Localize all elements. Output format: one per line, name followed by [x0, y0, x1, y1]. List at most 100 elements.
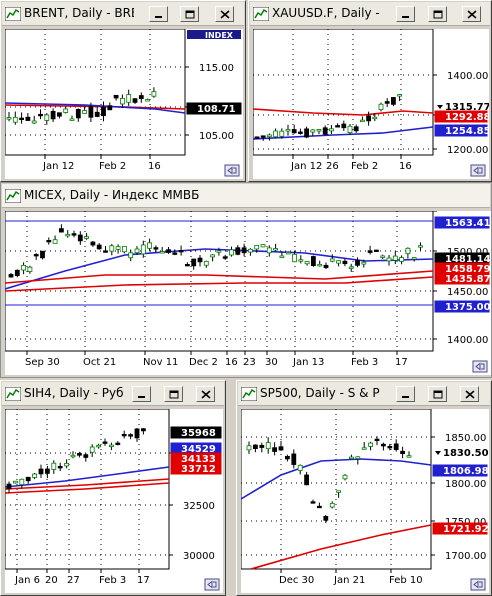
price-label: 33712 — [181, 464, 216, 475]
price-label: 108.71 — [197, 104, 236, 115]
candle-body — [329, 502, 335, 508]
candle-body — [25, 116, 31, 121]
candle-body — [254, 244, 260, 250]
title-bar[interactable]: MICEX, Daily - Индекс ММВБ — [2, 184, 490, 208]
candle-body — [291, 129, 297, 134]
minimize-button[interactable] — [396, 6, 415, 22]
candle-body — [52, 239, 58, 244]
minimize-button[interactable] — [132, 386, 151, 402]
moving-average-line — [5, 276, 434, 292]
candle-body — [317, 505, 322, 509]
title-bar[interactable]: XAUUSD.F, Daily - … — [250, 2, 490, 26]
candle-body — [355, 260, 360, 266]
moving-average-line — [5, 248, 434, 290]
candle-body — [132, 98, 138, 103]
close-button[interactable] — [196, 386, 215, 402]
chart-window-xauusd[interactable]: XAUUSD.F, Daily - … 1400.001300.001200.0… — [248, 0, 492, 182]
maximize-icon — [169, 390, 178, 398]
candle-body — [278, 446, 284, 451]
x-tick-label: Dec 30 — [279, 575, 314, 586]
candle-body — [46, 240, 52, 243]
x-tick-label: 16 — [399, 161, 412, 172]
maximize-button[interactable] — [180, 6, 199, 22]
chart-window-icon — [241, 387, 257, 401]
candle-body — [102, 441, 108, 444]
x-tick-label: Feb 3 — [351, 357, 378, 368]
y-tick-label: 1850.00 — [445, 433, 486, 444]
maximize-button[interactable] — [164, 386, 183, 402]
candle-body — [57, 466, 63, 469]
price-label-bg — [434, 216, 490, 229]
candle-body — [69, 118, 75, 121]
chart-window-micex[interactable]: MICEX, Daily - Индекс ММВБ 1500.001450.0… — [0, 182, 492, 378]
title-bar[interactable]: BRENT, Daily - BRE… — [2, 2, 244, 26]
candle-body — [8, 274, 14, 278]
price-label: 1315.77 — [445, 102, 489, 113]
maximize-button[interactable] — [428, 386, 447, 402]
index-label-bg — [187, 30, 241, 39]
candle-body — [310, 129, 316, 133]
candle-body — [128, 252, 134, 259]
candle-body — [285, 252, 291, 255]
minimize-button[interactable] — [396, 386, 415, 402]
candle-body — [109, 444, 114, 447]
moving-average-line — [250, 524, 432, 570]
x-tick-label: Feb 2 — [351, 161, 378, 172]
candle-body — [89, 446, 95, 453]
minimize-button[interactable] — [149, 6, 168, 22]
candle-body — [19, 478, 25, 486]
window-title: SP500, Daily - S & P 5… — [260, 386, 384, 400]
chart-window-brent[interactable]: BRENT, Daily - BRE… 115.00110.00105.00Ja… — [0, 0, 246, 182]
candle-body — [386, 257, 392, 262]
moving-average-line — [5, 104, 186, 110]
chart-window-sih4[interactable]: SIH4, Daily - Руб… 350003250030000Jan 62… — [0, 380, 226, 596]
candle-body — [335, 125, 340, 128]
candle-body — [109, 245, 115, 252]
price-label: 34529 — [181, 444, 216, 455]
moving-average-line — [5, 270, 434, 284]
price-label: 1375.00 — [445, 302, 491, 313]
candle-body — [380, 255, 386, 258]
candle-body — [216, 250, 222, 253]
candle-body — [285, 455, 290, 460]
close-button[interactable] — [215, 6, 234, 22]
close-button[interactable] — [460, 386, 479, 402]
candle-body — [304, 261, 310, 265]
chart-window-sp500[interactable]: SP500, Daily - S & P 5… 1850.00 1800.00 17… — [236, 380, 492, 596]
candle-body — [393, 443, 399, 450]
y-tick-label: 1300.00 — [447, 211, 488, 214]
candle-body — [265, 442, 271, 450]
price-label: 1292.88 — [445, 112, 489, 123]
candle-body — [360, 119, 365, 123]
moving-average-line — [5, 478, 170, 490]
title-bar[interactable]: SP500, Daily - S & P 5… — [238, 382, 490, 406]
candle-body — [272, 447, 278, 452]
autoscroll-glyph — [473, 580, 483, 589]
maximize-button[interactable] — [428, 6, 447, 22]
close-button[interactable] — [462, 6, 481, 22]
candle-body — [21, 264, 27, 271]
candle-body — [372, 116, 378, 120]
candle-body — [298, 259, 304, 262]
moving-average-line — [5, 102, 186, 114]
candle-body — [12, 116, 18, 123]
price-label-bg — [434, 300, 490, 313]
title-bar[interactable]: SIH4, Daily - Руб… — [2, 382, 224, 406]
plot-frame — [5, 29, 186, 156]
candle-body — [353, 126, 359, 132]
candle-body — [145, 99, 151, 102]
candle-body — [366, 115, 371, 122]
candle-body — [191, 258, 197, 267]
maximize-icon — [433, 390, 442, 398]
price-label: 1721.92 — [443, 524, 489, 535]
